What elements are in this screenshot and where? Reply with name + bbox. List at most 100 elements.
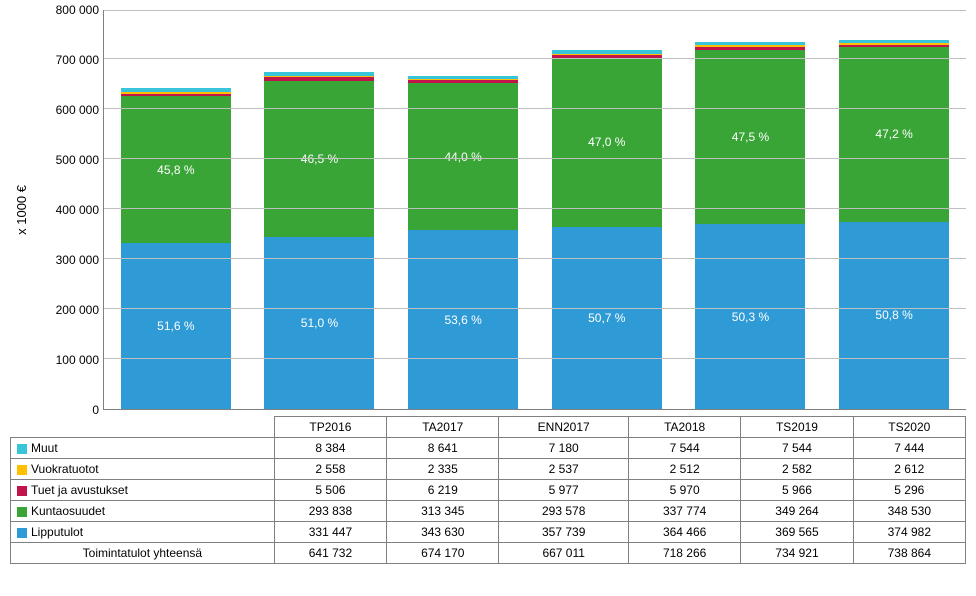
table-cell: 718 266 (628, 543, 740, 564)
bar-segment-tuet (408, 80, 518, 83)
bar-segment-muut (552, 50, 662, 54)
gridline (104, 358, 966, 359)
table-cell: 293 578 (499, 501, 629, 522)
bar-column: 50,7 % 47,0 % (552, 50, 662, 409)
table-column-header: TP2016 (274, 417, 386, 438)
data-table: TP2016TA2017ENN2017TA2018TS2019TS2020Muu… (10, 416, 966, 564)
y-tick-label: 200 000 (56, 303, 99, 317)
bar-segment-label: 47,5 % (732, 130, 769, 144)
bar-segment-label: 53,6 % (444, 313, 481, 327)
bar-segment-label: 50,3 % (732, 310, 769, 324)
y-tick-label: 800 000 (56, 3, 99, 17)
y-axis: 0100 000200 000300 000400 000500 000600 … (33, 10, 103, 410)
bar-segment-kuntaosuudet: 47,5 % (695, 50, 805, 225)
bar-segment-kuntaosuudet: 47,0 % (552, 58, 662, 227)
bar-segment-muut (695, 42, 805, 46)
table-cell: 674 170 (387, 543, 499, 564)
bar-segment-muut (408, 76, 518, 80)
bar-segment-label: 50,8 % (875, 308, 912, 322)
table-cell: 2 582 (741, 459, 853, 480)
bar-segment-muut (839, 40, 949, 44)
legend-swatch (17, 507, 27, 517)
table-cell: 2 537 (499, 459, 629, 480)
table-cell: 2 335 (387, 459, 499, 480)
bar-segment-vuokratuotot (408, 79, 518, 80)
bar-segment-tuet (839, 45, 949, 48)
series-name: Lipputulot (31, 525, 83, 539)
bars-row: 51,6 %45,8 %51,0 %46,5 %53,6 %44,0 %50,7… (104, 10, 966, 409)
table-cell: 7 544 (741, 438, 853, 459)
gridline (104, 258, 966, 259)
table-cell: 369 565 (741, 522, 853, 543)
legend-swatch (17, 465, 27, 475)
bar-segment-label: 44,0 % (444, 150, 481, 164)
bar-segment-vuokratuotot (552, 54, 662, 55)
bar-column: 50,3 % 47,5 % (695, 42, 805, 409)
bar-segment-lipputulot: 50,8 % (839, 222, 949, 409)
table-cell: 7 180 (499, 438, 629, 459)
bar-segment-lipputulot: 51,0 % (264, 237, 374, 409)
y-tick-label: 0 (92, 403, 99, 417)
bar-segment-lipputulot: 50,3 % (695, 224, 805, 409)
table-totals-row: Toimintatulot yhteensä641 732674 170667 … (11, 543, 966, 564)
legend-swatch (17, 486, 27, 496)
table-cell: 641 732 (274, 543, 386, 564)
series-name: Kuntaosuudet (31, 504, 105, 518)
y-tick-label: 100 000 (56, 353, 99, 367)
table-cell: 374 982 (853, 522, 965, 543)
table-row-header: Lipputulot (11, 522, 275, 543)
bar-segment-vuokratuotot (695, 45, 805, 46)
y-tick-label: 600 000 (56, 103, 99, 117)
plot-area: 51,6 %45,8 %51,0 %46,5 %53,6 %44,0 %50,7… (103, 10, 966, 410)
table-row: Lipputulot331 447343 630357 739364 46636… (11, 522, 966, 543)
table-cell: 6 219 (387, 480, 499, 501)
bar-segment-muut (121, 88, 231, 92)
table-cell: 364 466 (628, 522, 740, 543)
table-cell: 667 011 (499, 543, 629, 564)
y-tick-label: 500 000 (56, 153, 99, 167)
legend-swatch (17, 444, 27, 454)
bar-segment-label: 47,2 % (875, 127, 912, 141)
table-column-header: ENN2017 (499, 417, 629, 438)
table-row: Muut8 3848 6417 1807 5447 5447 444 (11, 438, 966, 459)
table-cell: 2 558 (274, 459, 386, 480)
gridline (104, 158, 966, 159)
table-cell: 331 447 (274, 522, 386, 543)
table-column-header: TA2018 (628, 417, 740, 438)
bar-segment-label: 50,7 % (588, 311, 625, 325)
chart-area: x 1000 € 0100 000200 000300 000400 00050… (10, 10, 966, 410)
table-column-header: TS2019 (741, 417, 853, 438)
table-cell: 8 641 (387, 438, 499, 459)
table-row: Kuntaosuudet293 838313 345293 578337 774… (11, 501, 966, 522)
legend-swatch (17, 528, 27, 538)
table-column-header: TA2017 (387, 417, 499, 438)
table-cell: 7 444 (853, 438, 965, 459)
bar-segment-vuokratuotot (839, 43, 949, 44)
bar-segment-vuokratuotot (264, 76, 374, 77)
bar-segment-muut (264, 72, 374, 76)
series-name: Vuokratuotot (31, 462, 99, 476)
table-cell: 8 384 (274, 438, 386, 459)
table-cell: 5 506 (274, 480, 386, 501)
bar-segment-kuntaosuudet: 47,2 % (839, 47, 949, 221)
table-cell: 738 864 (853, 543, 965, 564)
table-row-header: Muut (11, 438, 275, 459)
table-cell: 7 544 (628, 438, 740, 459)
series-name: Tuet ja avustukset (31, 483, 128, 497)
table-cell: 337 774 (628, 501, 740, 522)
chart-container: x 1000 € 0100 000200 000300 000400 00050… (10, 10, 966, 564)
table-cell: 2 512 (628, 459, 740, 480)
table-row: Vuokratuotot2 5582 3352 5372 5122 5822 6… (11, 459, 966, 480)
table-corner-cell (11, 417, 275, 438)
y-tick-label: 700 000 (56, 53, 99, 67)
bar-column: 50,8 % 47,2 % (839, 40, 949, 409)
table-row-header: Vuokratuotot (11, 459, 275, 480)
table-cell: 313 345 (387, 501, 499, 522)
bar-segment-lipputulot: 50,7 % (552, 227, 662, 409)
bar-segment-lipputulot: 53,6 % (408, 230, 518, 409)
table-cell: 343 630 (387, 522, 499, 543)
series-name: Muut (31, 441, 58, 455)
gridline (104, 58, 966, 59)
bar-segment-label: 51,0 % (301, 316, 338, 330)
bar-segment-tuet (264, 77, 374, 80)
